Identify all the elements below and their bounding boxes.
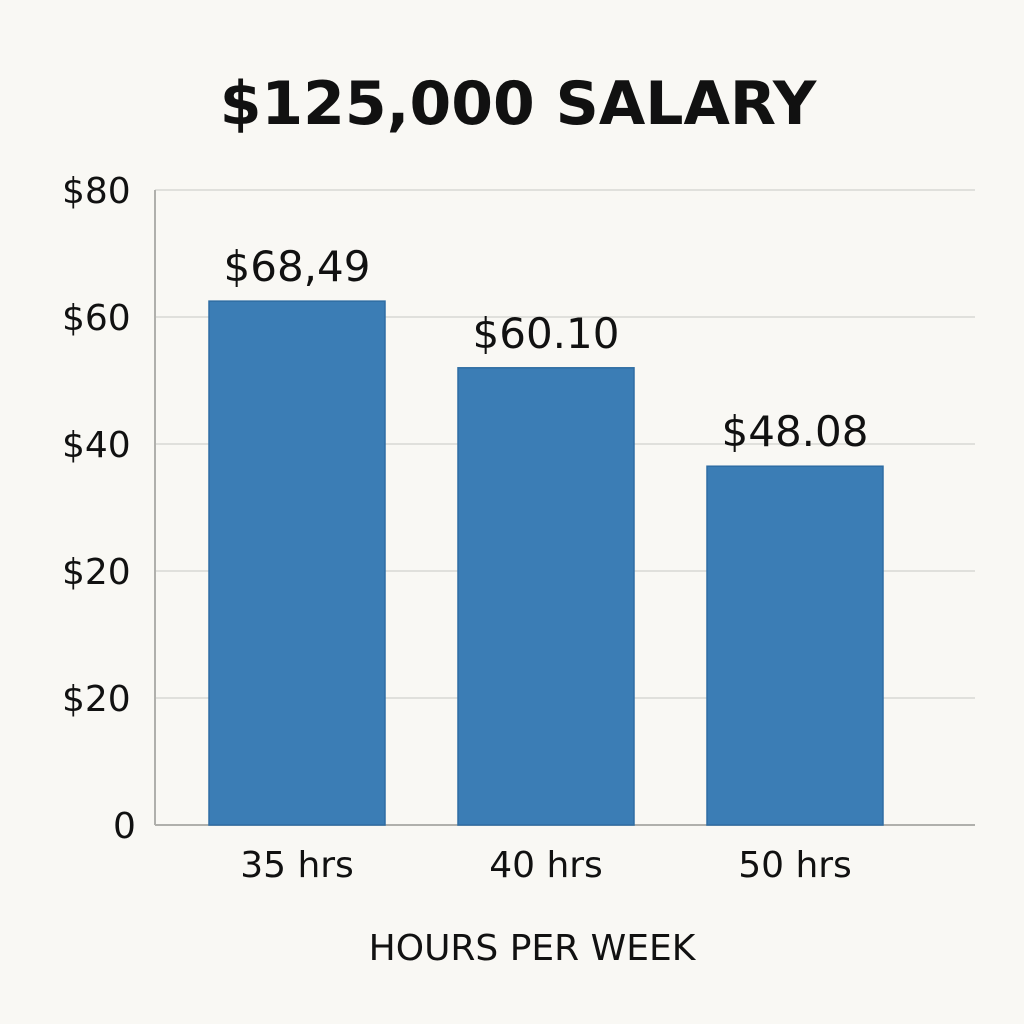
bars xyxy=(208,300,884,826)
data-labels: $68,49 $60.10 $48.08 xyxy=(224,242,869,456)
x-tick-label: 40 hrs xyxy=(489,845,603,886)
y-tick-label: $80 xyxy=(62,171,131,212)
chart-title: $125,000 SALARY xyxy=(220,69,818,139)
x-tick-label: 50 hrs xyxy=(738,845,852,886)
y-tick-label: $40 xyxy=(62,425,131,466)
y-tick-label: $60 xyxy=(62,298,131,339)
bar-value-label: $60.10 xyxy=(473,309,620,358)
x-axis-title: HOURS PER WEEK xyxy=(369,928,697,969)
bar xyxy=(457,367,635,826)
y-tick-label: $20 xyxy=(62,679,131,720)
x-axis-ticks: 35 hrs 40 hrs 50 hrs xyxy=(240,845,852,886)
bar xyxy=(706,465,884,826)
y-tick-label-zero: 0 xyxy=(113,806,136,847)
y-tick-label: $20 xyxy=(62,552,131,593)
y-axis-ticks: $80 $60 $40 $20 $20 0 xyxy=(62,171,136,847)
bar-value-label: $68,49 xyxy=(224,242,371,291)
x-tick-label: 35 hrs xyxy=(240,845,354,886)
bar xyxy=(208,300,386,826)
bar-value-label: $48.08 xyxy=(722,407,869,456)
